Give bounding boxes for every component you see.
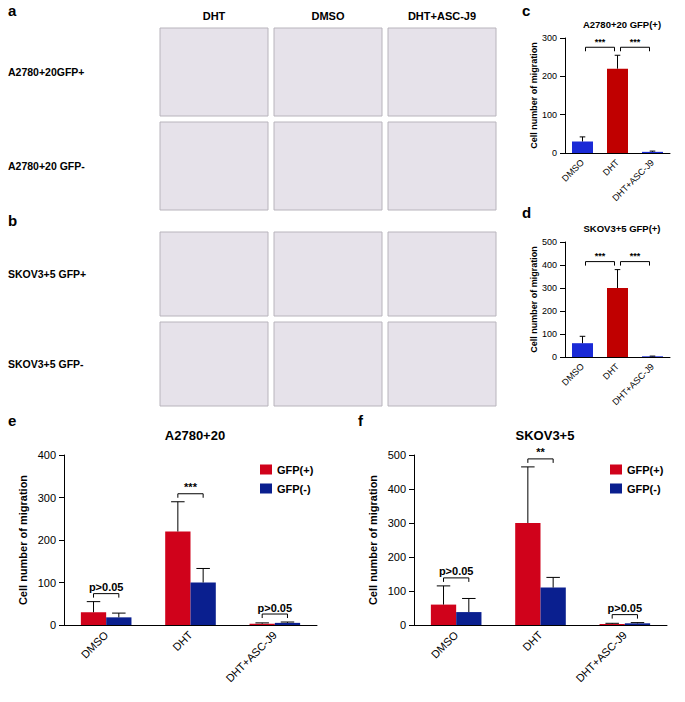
svg-text:p>0.05: p>0.05 [89, 581, 124, 593]
svg-text:0: 0 [50, 619, 56, 631]
svg-text:DHT: DHT [203, 10, 226, 22]
svg-text:200: 200 [542, 306, 557, 316]
svg-text:b: b [8, 212, 17, 229]
svg-text:A2780+20 GFP(+): A2780+20 GFP(+) [583, 19, 661, 30]
svg-text:a: a [8, 2, 17, 19]
svg-text:300: 300 [38, 492, 56, 504]
svg-text:p>0.05: p>0.05 [439, 565, 474, 577]
svg-text:d: d [522, 204, 531, 221]
svg-text:p>0.05: p>0.05 [608, 602, 643, 614]
svg-text:DMSO: DMSO [312, 10, 345, 22]
svg-text:e: e [8, 412, 16, 429]
svg-text:**: ** [536, 446, 545, 458]
svg-text:DHT: DHT [520, 629, 545, 654]
svg-text:Cell number of migration: Cell number of migration [17, 475, 29, 605]
svg-text:A2780+20 GFP-: A2780+20 GFP- [8, 160, 85, 172]
svg-text:DHT+ASC-J9: DHT+ASC-J9 [610, 361, 656, 407]
svg-text:SKOV3+5 GFP-: SKOV3+5 GFP- [8, 358, 84, 370]
svg-text:400: 400 [388, 483, 406, 495]
svg-text:f: f [358, 412, 364, 429]
svg-text:p>0.05: p>0.05 [258, 602, 293, 614]
svg-text:100: 100 [542, 110, 557, 120]
svg-text:200: 200 [38, 534, 56, 546]
svg-text:Cell number of migration: Cell number of migration [367, 475, 379, 605]
svg-text:DHT+ASC-J9: DHT+ASC-J9 [610, 157, 656, 203]
svg-text:200: 200 [388, 551, 406, 563]
svg-text:100: 100 [38, 577, 56, 589]
svg-text:400: 400 [38, 449, 56, 461]
svg-text:DMSO: DMSO [79, 628, 111, 660]
svg-text:400: 400 [542, 260, 557, 270]
svg-text:100: 100 [388, 585, 406, 597]
svg-text:300: 300 [542, 33, 557, 43]
svg-text:100: 100 [542, 329, 557, 339]
svg-text:Cell number of migration: Cell number of migration [529, 42, 539, 149]
svg-text:SKOV3+5 GFP(+): SKOV3+5 GFP(+) [583, 223, 660, 234]
svg-text:DHT: DHT [170, 629, 195, 654]
svg-text:***: *** [630, 251, 641, 261]
svg-text:DMSO: DMSO [560, 361, 586, 387]
svg-text:500: 500 [542, 237, 557, 247]
svg-text:0: 0 [552, 148, 557, 158]
svg-text:500: 500 [388, 449, 406, 461]
svg-text:GFP(-): GFP(-) [627, 483, 661, 495]
svg-text:300: 300 [388, 517, 406, 529]
svg-text:DHT+ASC-J9: DHT+ASC-J9 [408, 10, 476, 22]
svg-text:SKOV3+5: SKOV3+5 [516, 428, 575, 443]
svg-text:c: c [522, 2, 530, 19]
svg-text:300: 300 [542, 283, 557, 293]
svg-text:***: *** [630, 37, 641, 47]
svg-text:0: 0 [552, 352, 557, 362]
svg-text:200: 200 [542, 71, 557, 81]
svg-text:DHT: DHT [601, 361, 621, 381]
svg-text:***: *** [184, 481, 198, 493]
svg-text:DHT+ASC-J9: DHT+ASC-J9 [223, 629, 279, 685]
svg-text:GFP(+): GFP(+) [627, 464, 664, 476]
svg-text:DHT: DHT [601, 157, 621, 177]
svg-text:DHT+ASC-J9: DHT+ASC-J9 [573, 629, 629, 685]
svg-text:A2780+20GFP+: A2780+20GFP+ [8, 66, 84, 78]
svg-text:***: *** [595, 37, 606, 47]
svg-text:GFP(+): GFP(+) [277, 464, 314, 476]
svg-text:DMSO: DMSO [560, 157, 586, 183]
svg-text:Cell number of migration: Cell number of migration [529, 246, 539, 353]
svg-text:DMSO: DMSO [429, 628, 461, 660]
svg-text:0: 0 [400, 619, 406, 631]
svg-text:***: *** [595, 251, 606, 261]
svg-text:GFP(-): GFP(-) [277, 483, 311, 495]
svg-text:A2780+20: A2780+20 [165, 428, 225, 443]
svg-text:SKOV3+5 GFP+: SKOV3+5 GFP+ [8, 268, 86, 280]
